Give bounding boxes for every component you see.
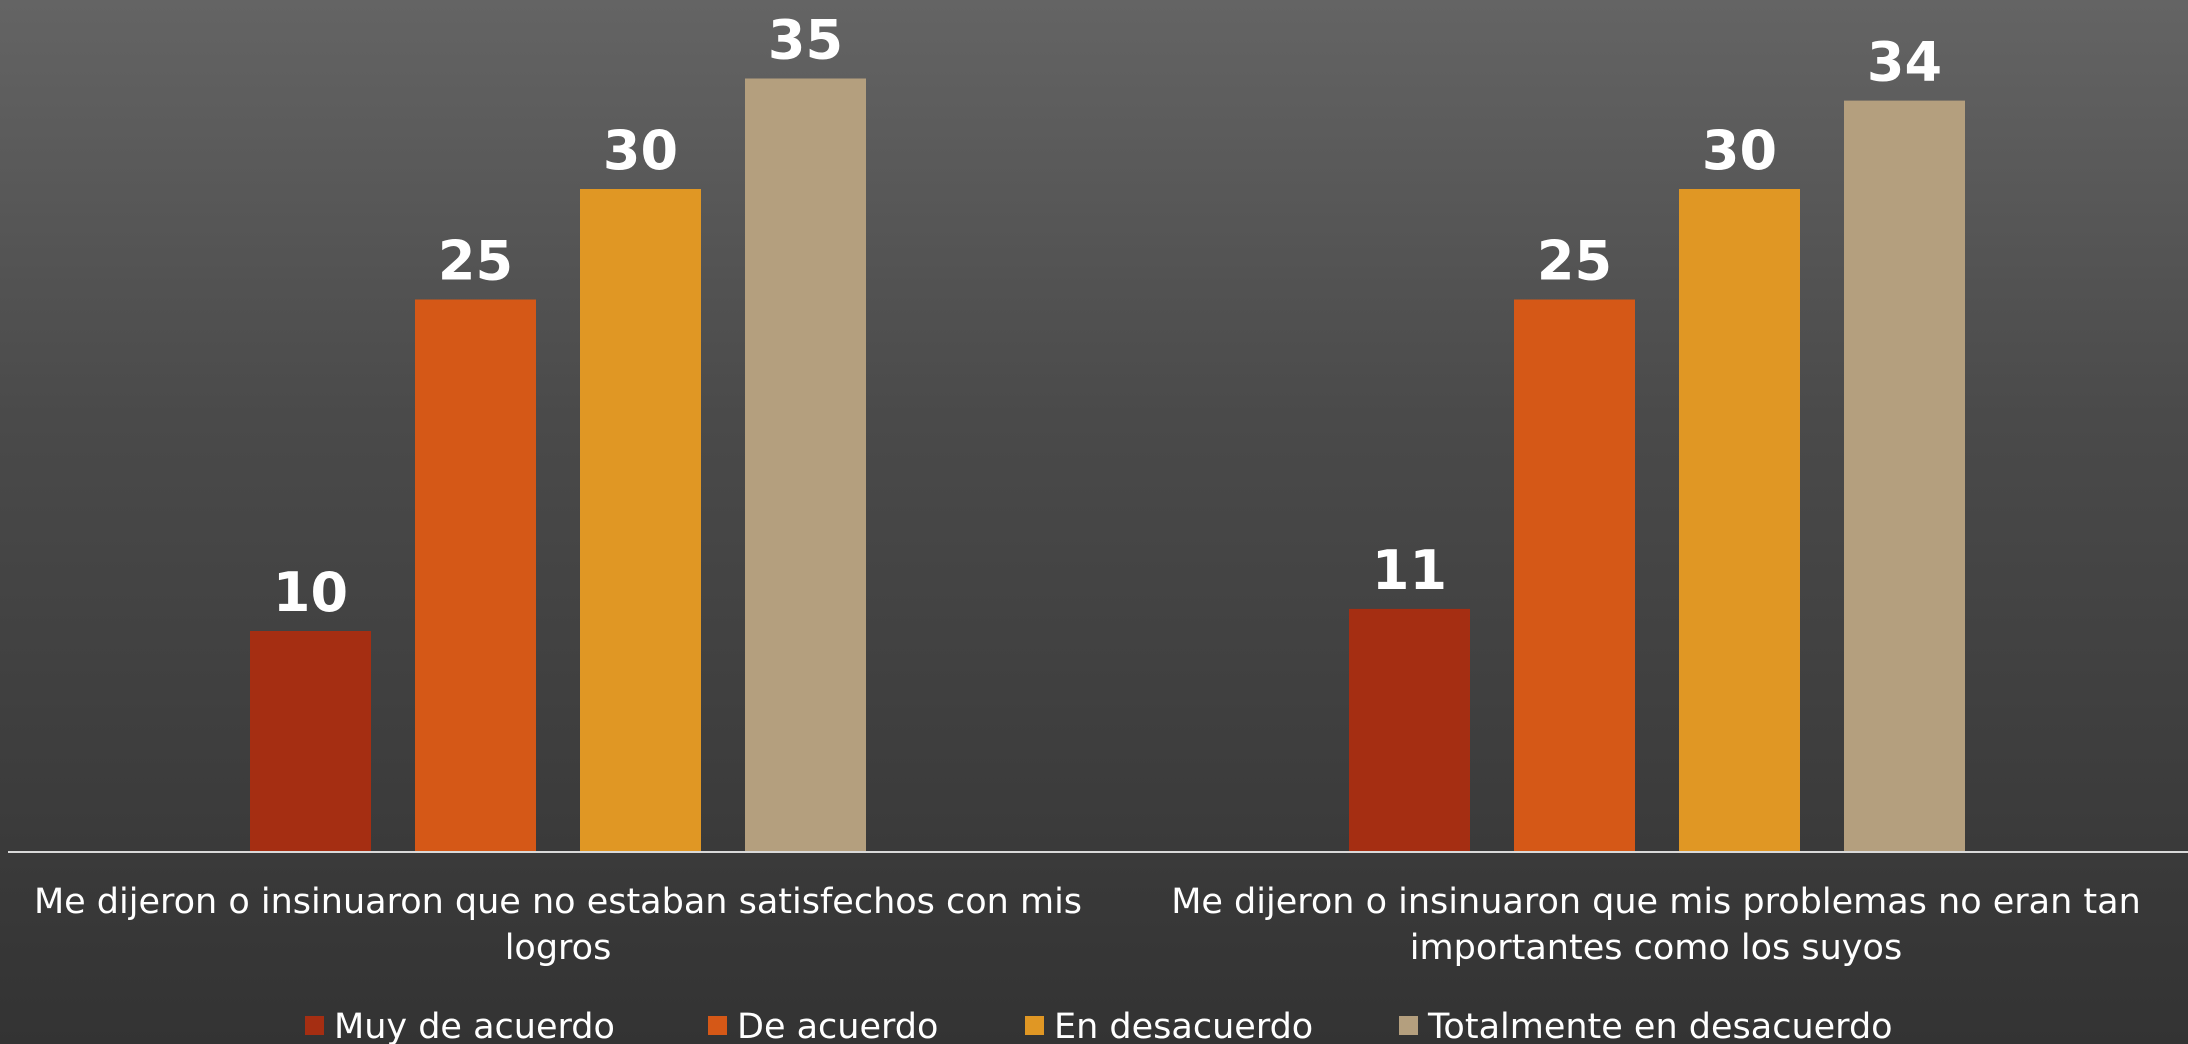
category-label-1: Me dijeron o insinuaron que no estaban s… [34, 882, 1082, 968]
legend-swatch-1 [305, 1016, 324, 1035]
legend: Muy de acuerdo De acuerdo En desacuerdo Tot… [305, 1007, 1893, 1044]
data-label-1-4: 35 [768, 9, 843, 72]
legend-label-2: De acuerdo [737, 1007, 938, 1044]
data-label-2-1: 11 [1372, 539, 1447, 602]
bar-1-4 [745, 78, 866, 852]
data-label-1-2: 25 [438, 230, 513, 293]
bar-1-3 [580, 189, 701, 852]
data-label-2-4: 34 [1867, 31, 1942, 94]
legend-label-3: En desacuerdo [1054, 1007, 1313, 1044]
legend-swatch-2 [708, 1016, 727, 1035]
legend-label-1: Muy de acuerdo [334, 1007, 615, 1044]
bar-1-1 [250, 631, 371, 852]
data-label-2-3: 30 [1702, 119, 1777, 182]
category-label-2: Me dijeron o insinuaron que mis problema… [1171, 882, 2141, 968]
bars-layer [250, 78, 1965, 853]
legend-swatch-4 [1399, 1016, 1418, 1035]
value-labels-layer: 10 25 30 35 11 25 30 34 [273, 9, 1942, 625]
data-label-1-3: 30 [603, 119, 678, 182]
bar-2-2 [1514, 299, 1635, 852]
category-labels-layer: Me dijeron o insinuaron que no estaban s… [34, 882, 2141, 968]
bar-1-2 [415, 299, 536, 852]
bar-2-1 [1349, 608, 1470, 852]
bar-2-4 [1844, 100, 1965, 853]
legend-swatch-3 [1025, 1016, 1044, 1035]
bar-2-3 [1679, 189, 1800, 852]
data-label-2-2: 25 [1537, 230, 1612, 293]
legend-label-4: Totalmente en desacuerdo [1427, 1007, 1893, 1044]
data-label-1-1: 10 [273, 561, 348, 624]
